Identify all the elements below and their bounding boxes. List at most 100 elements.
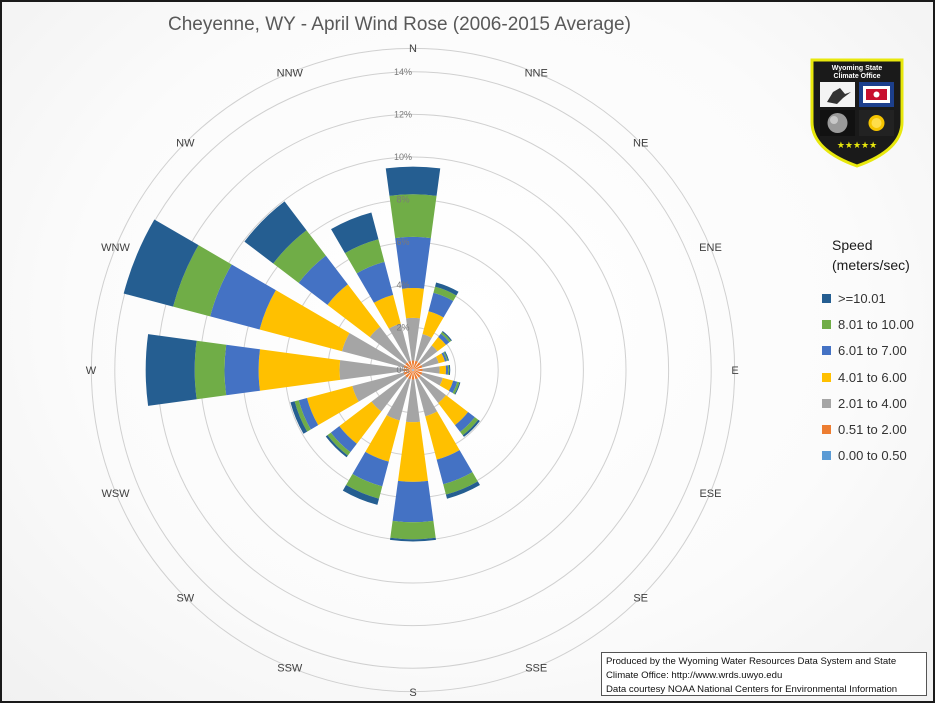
wedge-ssw-series-3 bbox=[365, 415, 400, 462]
wedge-n-series-1 bbox=[411, 360, 415, 369]
wedge-s-series-5 bbox=[390, 520, 436, 540]
legend-title: Speed (meters/sec) bbox=[832, 235, 932, 275]
wedge-se-series-0 bbox=[413, 370, 414, 371]
wedge-ene-series-2 bbox=[421, 356, 439, 368]
wedge-nnw-series-1 bbox=[408, 360, 413, 370]
wedge-nnw-series-5 bbox=[344, 239, 385, 274]
radial-tick-label: 6% bbox=[396, 237, 409, 247]
radial-tick-labels: 0% 2% 4% 6% 8% 10% 12% 14% bbox=[394, 67, 412, 375]
legend-title-line-1: Speed bbox=[832, 237, 873, 253]
legend-item: 2.01 to 4.00 bbox=[822, 390, 932, 416]
direction-label-se: SE bbox=[633, 593, 648, 605]
wedge-sw-series-6 bbox=[325, 435, 348, 458]
legend-label: >=10.01 bbox=[838, 290, 886, 306]
wedge-ne-series-4 bbox=[438, 333, 450, 345]
wedge-nne-series-2 bbox=[415, 333, 432, 362]
legend-label: 6.01 to 7.00 bbox=[838, 343, 907, 359]
legend-swatch bbox=[822, 319, 831, 329]
radial-tick-label: 4% bbox=[396, 280, 409, 290]
svg-text:Climate Office: Climate Office bbox=[833, 73, 880, 80]
wedge-nne-series-4 bbox=[428, 292, 454, 318]
wedge-s-series-4 bbox=[392, 480, 434, 523]
wedge-se-series-6 bbox=[462, 419, 480, 437]
ring-outer bbox=[90, 47, 736, 693]
wedge-e-series-3 bbox=[439, 365, 447, 375]
wedge-sse-series-3 bbox=[425, 411, 460, 460]
wedge-nw-series-2 bbox=[369, 326, 408, 365]
legend-item: 0.00 to 0.50 bbox=[822, 443, 932, 469]
wedge-ne-series-5 bbox=[440, 331, 452, 343]
direction-label-sw: SW bbox=[176, 593, 194, 605]
wedge-sse-series-1 bbox=[413, 370, 418, 380]
chart-title: Cheyenne, WY - April Wind Rose (2006-201… bbox=[168, 14, 631, 35]
wedge-ssw-series-1 bbox=[408, 370, 413, 380]
wedge-ese-series-2 bbox=[421, 372, 443, 386]
wedge-wnw-series-5 bbox=[173, 245, 232, 317]
ring-14 bbox=[114, 71, 712, 669]
wedge-w-series-1 bbox=[403, 368, 412, 372]
direction-labels: N NNE NE ENE E ESE SE SSE S SSW SW WSW W WNW NW NNW bbox=[86, 43, 739, 699]
wedge-e-series-6 bbox=[448, 365, 451, 375]
svg-text:Wyoming State: Wyoming State bbox=[832, 65, 883, 72]
wedge-nw-series-5 bbox=[273, 230, 326, 283]
wedge-ne-series-3 bbox=[431, 336, 447, 352]
wedge-wnw-series-6 bbox=[123, 219, 199, 307]
radial-tick-label: 2% bbox=[396, 322, 409, 332]
legend-item: 8.01 to 10.00 bbox=[822, 311, 932, 337]
wedge-nne-series-5 bbox=[433, 286, 457, 301]
wedge-nnw-series-2 bbox=[388, 323, 411, 362]
legend-swatch bbox=[822, 293, 831, 303]
legend-swatch bbox=[822, 346, 831, 356]
direction-label-w: W bbox=[86, 365, 97, 377]
legend-items: >=10.01 8.01 to 10.00 6.01 to 7.00 4.01 to … bbox=[822, 285, 932, 469]
wedge-nne-series-3 bbox=[422, 311, 444, 338]
legend-label: 4.01 to 6.00 bbox=[838, 369, 907, 385]
direction-label-ene: ENE bbox=[699, 242, 722, 254]
wedge-ene-series-4 bbox=[441, 352, 447, 362]
radial-tick-label: 0% bbox=[396, 365, 409, 375]
legend-item: 0.51 to 2.00 bbox=[822, 416, 932, 442]
wedge-sw-series-5 bbox=[327, 432, 351, 456]
wedge-se-series-4 bbox=[454, 411, 475, 432]
wedge-ne-series-2 bbox=[418, 345, 438, 365]
direction-label-wnw: WNW bbox=[101, 242, 130, 254]
legend-label: 8.01 to 10.00 bbox=[838, 316, 914, 332]
wedge-wsw-series-2 bbox=[352, 372, 405, 402]
legend-label: 2.01 to 4.00 bbox=[838, 395, 907, 411]
wedge-wnw-series-4 bbox=[210, 264, 276, 330]
wedge-w-series-5 bbox=[194, 340, 227, 400]
wedge-ne-series-0 bbox=[413, 369, 414, 370]
wedge-s-series-3 bbox=[398, 421, 428, 482]
wedge-nw-series-3 bbox=[327, 284, 381, 338]
legend-swatch bbox=[822, 398, 831, 408]
wedge-nw-series-6 bbox=[244, 201, 307, 264]
wedge-ssw-series-2 bbox=[386, 378, 411, 421]
wedge-ese-series-4 bbox=[448, 380, 458, 394]
wedge-n-series-6 bbox=[385, 166, 441, 196]
logo-stars-icon: ★★★★★ bbox=[837, 141, 877, 151]
wedge-se-series-5 bbox=[460, 417, 479, 436]
wyoming-climate-office-logo: Wyoming State Climate Office ★★★★★ bbox=[810, 58, 904, 168]
wedge-ne-series-1 bbox=[413, 362, 421, 370]
radial-tick-label: 14% bbox=[394, 67, 412, 77]
wedge-sse-series-6 bbox=[445, 481, 480, 499]
direction-label-nw: NW bbox=[176, 137, 195, 149]
wedge-sse-series-5 bbox=[443, 472, 478, 495]
wedge-w-series-4 bbox=[224, 344, 260, 396]
wedge-ssw-series-0 bbox=[412, 370, 413, 372]
credits-line-3: Data courtesy NOAA National Centers for … bbox=[606, 684, 898, 695]
wedge-nw-series-4 bbox=[298, 255, 348, 305]
legend-item: >=10.01 bbox=[822, 285, 932, 311]
credits-box: Produced by the Wyoming Water Resources … bbox=[601, 652, 927, 696]
legend-label: 0.51 to 2.00 bbox=[838, 422, 907, 438]
direction-label-sse: SSE bbox=[525, 662, 547, 674]
wedge-nnw-series-6 bbox=[331, 212, 379, 254]
wedge-w-series-2 bbox=[339, 360, 404, 380]
radial-tick-label: 10% bbox=[394, 152, 412, 162]
wedge-ssw-series-5 bbox=[346, 474, 383, 499]
wedge-e-series-1 bbox=[414, 368, 423, 372]
wedge-sw-series-0 bbox=[412, 370, 413, 371]
wedge-e-series-5 bbox=[447, 365, 450, 375]
